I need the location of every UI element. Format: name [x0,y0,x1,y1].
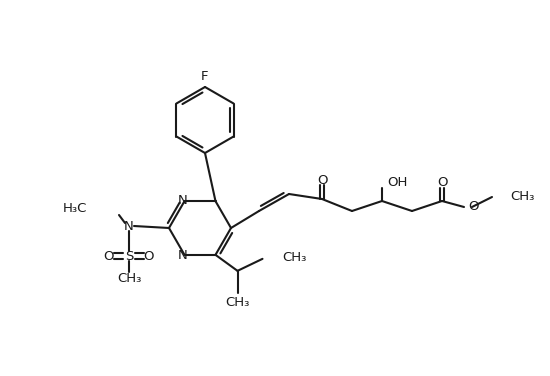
Text: N: N [178,249,188,262]
Text: H₃C: H₃C [63,203,87,215]
Text: CH₃: CH₃ [117,273,141,285]
Text: O: O [468,200,478,212]
Text: O: O [144,250,154,262]
Text: O: O [437,176,447,188]
Text: O: O [104,250,114,262]
Text: O: O [317,173,327,186]
Text: S: S [125,250,133,262]
Text: N: N [178,194,188,207]
Text: CH₃: CH₃ [283,251,307,264]
Text: OH: OH [387,176,408,190]
Text: CH₃: CH₃ [510,191,535,203]
Text: F: F [201,70,209,82]
Text: N: N [124,220,134,232]
Text: CH₃: CH₃ [226,296,250,309]
